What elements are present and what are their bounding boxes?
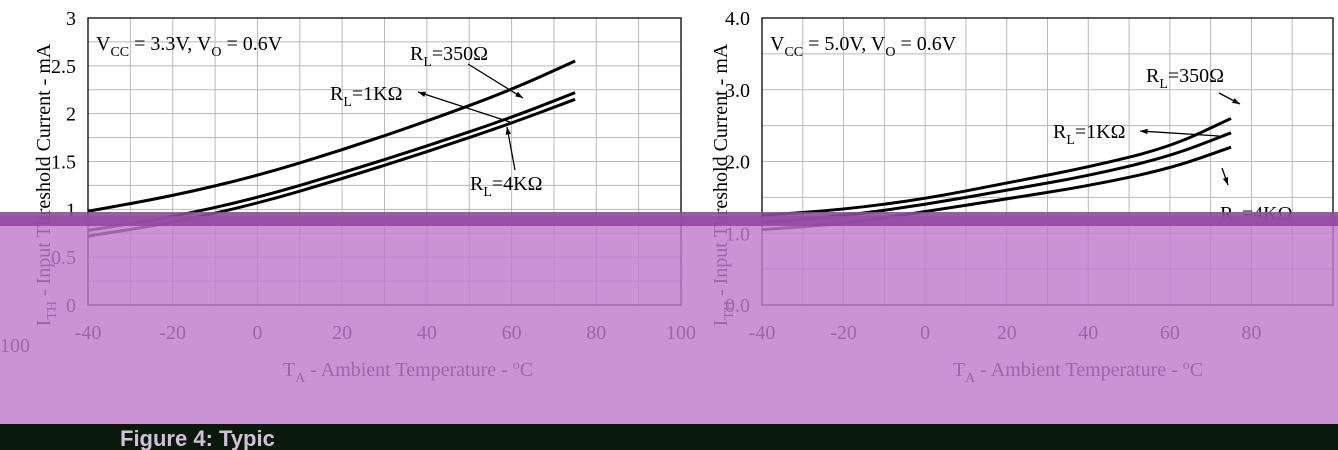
series-arrowhead-2 — [1222, 177, 1229, 185]
y-tick-label: 1.5 — [51, 152, 76, 174]
figure-caption: Figure 4: Typic — [120, 426, 275, 450]
series-label-0: RL=350Ω — [410, 43, 488, 70]
y-tick-label: 3.0 — [725, 80, 750, 102]
y-tick-label: 2 — [66, 104, 76, 126]
series-line-0 — [87, 59, 576, 213]
series-arrowhead-0 — [1232, 98, 1240, 104]
y-tick-label: 2.5 — [51, 56, 76, 78]
condition-annotation: VCC = 5.0V, VO = 0.6V — [770, 33, 957, 60]
series-arrow-1 — [417, 91, 511, 123]
series-label-2: RL=4KΩ — [470, 173, 543, 200]
overlay-band — [0, 212, 1338, 226]
series-arrowhead-0 — [515, 91, 523, 98]
series-label-1: RL=1KΩ — [1053, 121, 1126, 148]
series-arrowhead-2 — [505, 127, 512, 135]
series-arrowhead-1 — [418, 91, 426, 97]
image-artifacts: Figure 4: Typic — [0, 212, 1338, 450]
series-arrow-0 — [467, 63, 524, 99]
series-arrowhead-1 — [1140, 128, 1148, 135]
caption-bar — [0, 424, 1338, 450]
series-arrow-1 — [1139, 130, 1220, 137]
condition-annotation: VCC = 3.3V, VO = 0.6V — [96, 33, 283, 60]
y-tick-label: 3 — [66, 8, 76, 30]
y-tick-label: 1 — [66, 199, 76, 221]
overlay-wash — [0, 216, 1338, 426]
series-label-1: RL=1KΩ — [330, 83, 403, 110]
series-label-0: RL=350Ω — [1146, 65, 1224, 92]
y-tick-label: 4.0 — [725, 8, 750, 30]
y-tick-label: 2.0 — [725, 152, 750, 174]
